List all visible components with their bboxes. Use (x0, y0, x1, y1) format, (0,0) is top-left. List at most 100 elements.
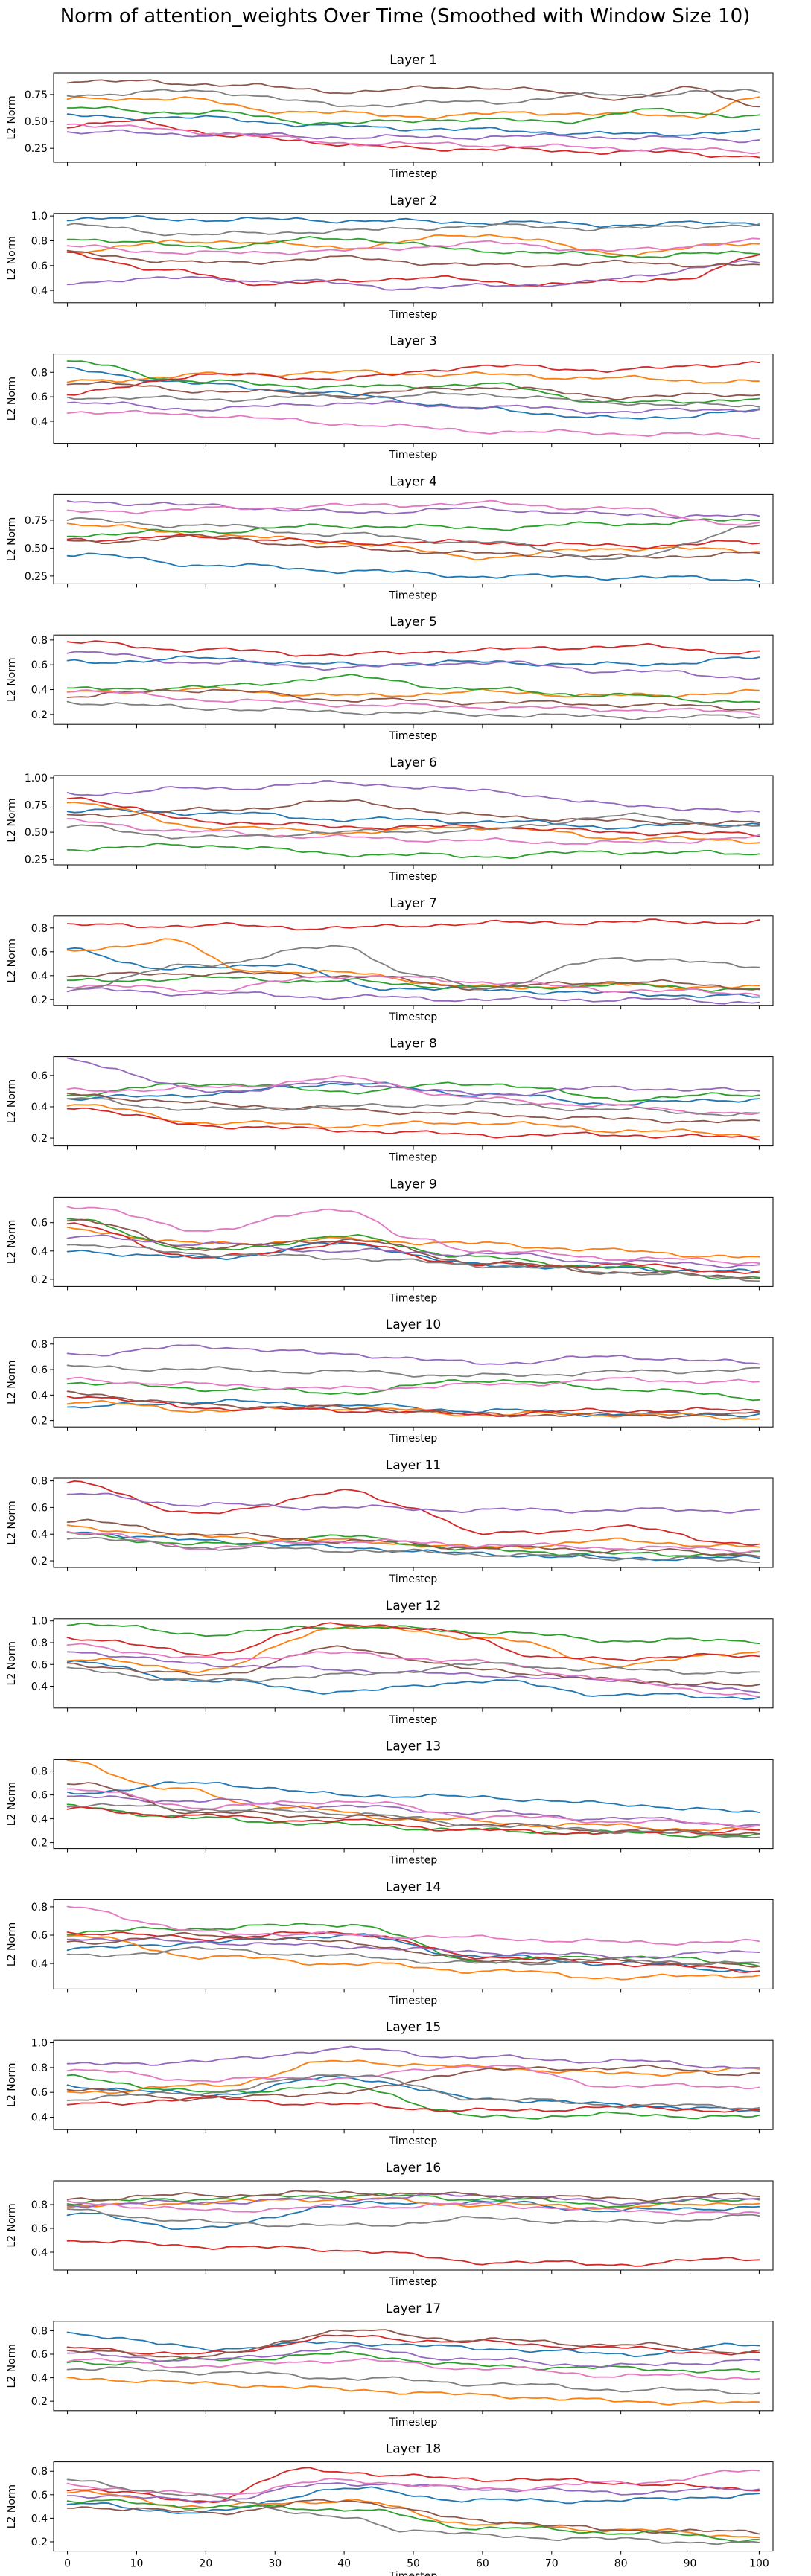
y-tick-label: 0.2 (31, 2396, 48, 2408)
series-line-4 (66, 1222, 760, 1274)
series-line-5 (66, 2045, 760, 2069)
y-tick-label: 0.50 (25, 116, 48, 128)
series-line-8 (66, 2366, 760, 2395)
series-line-7 (66, 1905, 760, 1946)
y-axis-label: L2 Norm (6, 2063, 18, 2107)
series-line-7 (66, 975, 760, 997)
series-line-2 (66, 234, 760, 257)
series-line-4 (66, 918, 760, 931)
panel-layer-1: Layer 1 0.25 0.50 0.75 Timestep L2 Norm (6, 53, 774, 180)
series-line-7 (66, 2469, 760, 2496)
series-line-3 (66, 518, 760, 538)
series-line-8 (66, 517, 760, 561)
panel-layer-4: Layer 4 0.25 0.50 0.75 Timestep L2 Norm (6, 474, 774, 601)
series-line-3 (66, 1623, 760, 1645)
series-line-7 (66, 1376, 760, 1391)
panel-layer-13: Layer 13 0.2 0.4 0.6 0.8 Timestep L2 Norm (6, 1739, 774, 1867)
y-tick-label: 0.8 (31, 2062, 48, 2074)
series-line-1 (66, 552, 760, 583)
y-axis-label: L2 Norm (6, 1361, 18, 1404)
series-line-8 (66, 1097, 760, 1117)
panel-title: Layer 12 (386, 1599, 441, 1614)
panel-title: Layer 2 (389, 194, 437, 208)
y-axis-label: L2 Norm (6, 236, 18, 280)
x-tick-label: 100 (749, 2558, 769, 2570)
y-tick-label: 0.6 (31, 391, 48, 403)
y-axis-label: L2 Norm (6, 1079, 18, 1123)
y-axis-label: L2 Norm (6, 798, 18, 842)
series-line-5 (66, 1794, 760, 1827)
y-tick-label: 0.2 (31, 2537, 48, 2548)
panel-title: Layer 3 (389, 334, 437, 349)
y-tick-label: 0.8 (31, 2466, 48, 2478)
panel-title: Layer 9 (389, 1177, 437, 1192)
y-tick-label: 0.6 (31, 1930, 48, 1942)
panel-layer-10: Layer 10 0.2 0.4 0.6 0.8 Timestep L2 Norm (6, 1317, 774, 1445)
series-line-1 (66, 1081, 760, 1106)
y-tick-label: 0.6 (31, 2349, 48, 2361)
y-axis-label: L2 Norm (6, 1782, 18, 1826)
series-line-2 (66, 1104, 760, 1138)
series-line-8 (66, 1803, 760, 1838)
series-line-8 (66, 812, 760, 840)
panel-title: Layer 6 (389, 755, 437, 770)
series-line-8 (66, 391, 760, 408)
panel-title: Layer 10 (386, 1317, 441, 1332)
series-line-4 (66, 1622, 760, 1662)
series-line-5 (66, 1057, 760, 1097)
y-tick-label: 0.4 (31, 2373, 48, 2385)
series-line-5 (66, 2345, 760, 2368)
y-tick-label: 0.75 (25, 800, 48, 812)
x-tick-label: 70 (545, 2558, 559, 2570)
series-line-6 (66, 1093, 760, 1124)
series-line-7 (66, 1206, 760, 1265)
panel-layer-18: Layer 18 0.2 0.4 0.6 0.8 0 10 20 30 40 50 60 70 80 90 1… (6, 2442, 774, 2576)
series-line-8 (66, 1946, 760, 1966)
series-line-4 (66, 796, 760, 837)
series-line-6 (66, 2329, 760, 2359)
series-line-3 (66, 1803, 760, 1838)
series-line-8 (66, 223, 760, 237)
series-line-1 (66, 2486, 760, 2514)
y-axis-label: L2 Norm (6, 939, 18, 982)
series-line-6 (66, 2190, 760, 2202)
panel-title: Layer 17 (386, 2301, 441, 2316)
series-line-3 (66, 236, 760, 258)
y-tick-label: 0.8 (31, 2199, 48, 2211)
x-axis-label: Timestep (389, 730, 438, 742)
x-tick-label: 40 (337, 2558, 351, 2570)
y-tick-label: 0.8 (31, 2325, 48, 2337)
y-tick-label: 0.8 (31, 367, 48, 379)
y-tick-label: 0.8 (31, 1476, 48, 1488)
y-tick-label: 0.4 (31, 1246, 48, 1258)
series-line-6 (66, 688, 760, 711)
y-tick-label: 0.6 (31, 2087, 48, 2099)
series-line-4 (66, 533, 760, 549)
series-line-1 (66, 2331, 760, 2358)
y-tick-label: 0.2 (31, 1274, 48, 1286)
series-line-3 (66, 974, 760, 992)
y-tick-label: 0.2 (31, 709, 48, 721)
x-tick-label: 90 (684, 2558, 697, 2570)
series-line-7 (66, 123, 760, 155)
panel-layer-7: Layer 7 0.2 0.4 0.6 0.8 Timestep L2 Norm (6, 896, 774, 1023)
y-tick-label: 0.8 (31, 1902, 48, 1914)
panel-layer-15: Layer 15 0.4 0.6 0.8 1.0 Timestep L2 Norm (6, 2020, 774, 2147)
y-tick-label: 0.8 (31, 1339, 48, 1351)
panel-layer-11: Layer 11 0.2 0.4 0.6 0.8 Timestep L2 Norm (6, 1458, 774, 1585)
series-line-5 (66, 259, 760, 291)
panel-layer-6: Layer 6 0.25 0.50 0.75 1.00 Timestep L2 Norm (6, 755, 774, 883)
x-axis-label: Timestep (389, 1714, 438, 1726)
y-tick-label: 1.0 (31, 2038, 48, 2050)
x-axis-label: Timestep (389, 2276, 438, 2288)
series-line-6 (66, 1645, 760, 1687)
y-tick-label: 0.4 (31, 2247, 48, 2259)
panel-layer-12: Layer 12 0.4 0.6 0.8 1.0 Timestep L2 Norm (6, 1599, 774, 1726)
y-axis-label: L2 Norm (6, 2344, 18, 2388)
x-axis-label: Timestep (389, 2571, 438, 2576)
series-line-8 (66, 700, 760, 720)
series-line-8 (66, 89, 760, 108)
series-line-5 (66, 129, 760, 144)
